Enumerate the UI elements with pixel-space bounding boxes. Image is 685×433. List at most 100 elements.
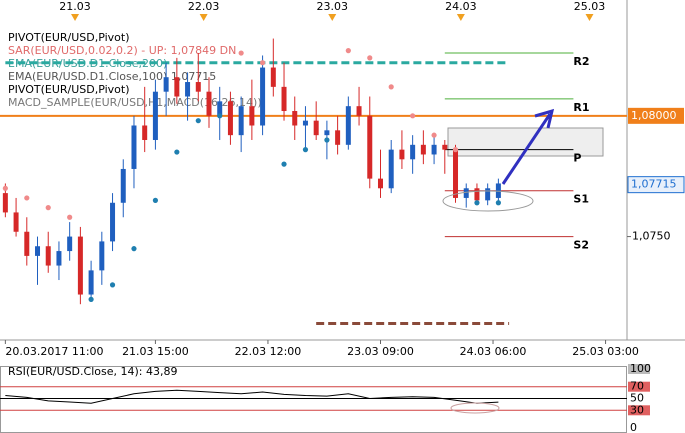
candle-body: [45, 246, 51, 266]
highlight-ellipse: [442, 190, 534, 212]
candle-body: [270, 67, 276, 87]
candle-body: [420, 144, 426, 155]
sar-dot: [45, 205, 51, 211]
indicator-label: SAR(EUR/USD,0.02,0.2) - UP: 1,07849 DN: [8, 44, 236, 57]
candle-body: [377, 178, 383, 189]
candle-body: [431, 144, 437, 155]
candle-body: [399, 149, 405, 160]
candle-body: [474, 188, 480, 201]
sar-dot: [452, 147, 459, 153]
candle-body: [345, 106, 351, 145]
x-tick-label: 20.03.2017 11:00: [5, 345, 103, 358]
x-tick-label: 22.03 12:00: [235, 345, 302, 358]
sar-dot: [495, 200, 501, 206]
sar-dot: [410, 113, 416, 119]
rsi-tick-box: [628, 381, 650, 392]
indicator-label: MACD_SAMPLE(EUR/USD,H1,MACD(16,26,14)): [8, 96, 262, 109]
sar-dot: [174, 149, 180, 155]
candle-body: [217, 101, 223, 116]
candle-body: [152, 91, 158, 140]
pivot-label: R2: [573, 55, 589, 68]
candle-body: [335, 130, 341, 145]
sar-dot: [67, 214, 73, 220]
sar-dot: [324, 137, 330, 143]
candle-body: [206, 91, 212, 116]
candle-body: [249, 106, 255, 126]
pivot-label: S2: [573, 239, 589, 252]
indicator-label: EMA(EUR/USD.D1.Close,100) 1,07715: [8, 70, 216, 83]
candle-body: [77, 236, 83, 295]
sar-dot: [217, 113, 223, 119]
rsi-tick-label: 100: [630, 362, 651, 375]
rsi-title: RSI(EUR/USD.Close, 14): 43,89: [8, 365, 177, 378]
sar-dot: [474, 200, 480, 206]
x-tick-label: 21.03 15:00: [122, 345, 189, 358]
candle-body: [463, 188, 469, 198]
sar-dot: [131, 246, 137, 252]
rsi-ellipse: [450, 402, 500, 414]
sar-dot: [281, 161, 287, 167]
pivot-label: R1: [573, 101, 589, 114]
top-tick-label: 22.03: [188, 0, 220, 13]
candle-body: [2, 193, 8, 213]
sar-dot: [195, 118, 201, 124]
candle-body: [56, 251, 62, 266]
candle-body: [99, 241, 105, 271]
rsi-tick-box: [628, 405, 650, 416]
rsi-tick-box: [628, 393, 650, 404]
top-tick-marker: [199, 14, 208, 21]
candle-body: [88, 270, 94, 295]
candle-body: [281, 86, 287, 112]
top-tick-marker: [456, 14, 465, 21]
x-tick-label: 23.03 09:00: [347, 345, 414, 358]
candle-body: [485, 188, 491, 201]
candle-body: [13, 212, 19, 232]
candle-body: [495, 183, 501, 198]
sar-dot: [259, 60, 266, 66]
indicator-label: PIVOT(EUR/USD,Pivot): [8, 31, 130, 44]
sar-dot: [367, 55, 373, 61]
rsi-tick-label: 0: [630, 421, 637, 433]
candle-body: [260, 67, 266, 126]
top-tick-marker: [71, 14, 80, 21]
candle-body: [388, 149, 394, 189]
pivot-label: P: [573, 152, 581, 165]
top-tick-label: 21.03: [59, 0, 91, 13]
sar-dot: [302, 147, 309, 153]
candle-body: [442, 144, 448, 150]
rsi-line: [5, 389, 499, 404]
level-box: [628, 107, 684, 124]
level-label: 1,08000: [631, 109, 677, 122]
sar-dot: [2, 185, 8, 191]
candle-body: [142, 125, 148, 140]
candle-body: [185, 82, 191, 97]
candle-body: [110, 202, 116, 242]
arrow: [501, 108, 555, 185]
pivot-label: S1: [573, 193, 589, 206]
candle-body: [292, 111, 298, 126]
candle-body: [313, 120, 319, 136]
last-price-label: 1,07715: [631, 178, 677, 191]
sar-dot: [24, 195, 30, 201]
candle-body: [302, 120, 308, 126]
candle-body: [163, 77, 169, 92]
top-tick-label: 23.03: [317, 0, 349, 13]
candle-body: [195, 82, 201, 92]
candle-body: [131, 125, 137, 169]
candle-body: [35, 246, 41, 256]
candle-body: [24, 231, 30, 256]
candle-body: [174, 77, 180, 97]
sar-dot: [388, 84, 394, 90]
top-tick-label: 25.03: [574, 0, 606, 13]
x-tick-label: 24.03 06:00: [460, 345, 527, 358]
indicator-label: PIVOT(EUR/USD,Pivot): [8, 83, 130, 96]
rsi-tick-label: 70: [630, 380, 644, 393]
candle-body: [367, 115, 373, 179]
sar-dot: [152, 197, 159, 203]
rsi-tick-label: 30: [630, 403, 644, 416]
indicator-label: EMA(EUR/USD.D1.Close,200): [8, 57, 167, 70]
rsi-tick-label: 50: [630, 392, 644, 405]
sar-dot: [109, 282, 116, 288]
